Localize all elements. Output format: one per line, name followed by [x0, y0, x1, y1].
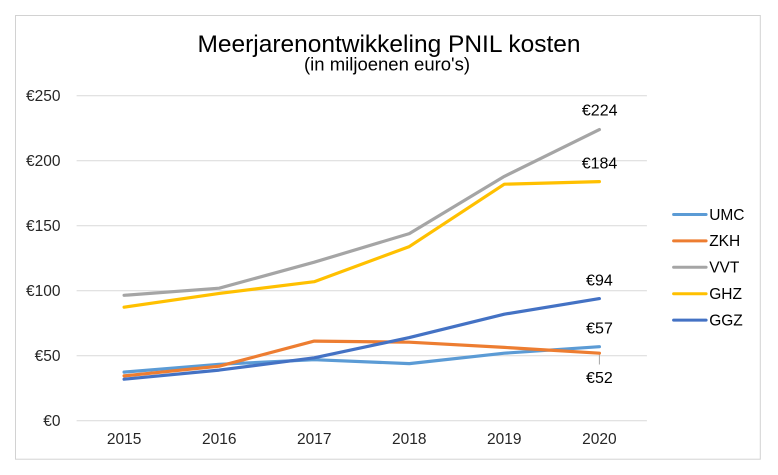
- svg-text:€224: €224: [582, 103, 618, 120]
- svg-text:2016: 2016: [202, 431, 236, 448]
- svg-text:€94: €94: [586, 273, 613, 290]
- svg-text:€0: €0: [43, 413, 61, 430]
- svg-text:€100: €100: [26, 283, 61, 300]
- svg-text:€200: €200: [26, 153, 61, 170]
- svg-text:Meerjarenontwikkeling PNIL kos: Meerjarenontwikkeling PNIL kosten: [197, 31, 580, 58]
- svg-text:€250: €250: [26, 88, 61, 105]
- svg-text:2015: 2015: [107, 431, 141, 448]
- svg-text:€50: €50: [35, 348, 61, 365]
- svg-text:€150: €150: [26, 218, 61, 235]
- svg-text:GGZ: GGZ: [709, 312, 743, 329]
- svg-text:(in miljoenen euro's): (in miljoenen euro's): [304, 54, 470, 75]
- svg-text:€184: €184: [582, 156, 618, 173]
- svg-text:ZKH: ZKH: [709, 233, 740, 250]
- svg-text:2019: 2019: [487, 431, 521, 448]
- svg-text:€52: €52: [586, 370, 613, 387]
- svg-text:VVT: VVT: [709, 260, 740, 277]
- svg-text:2018: 2018: [392, 431, 426, 448]
- svg-text:2017: 2017: [297, 431, 331, 448]
- svg-text:GHZ: GHZ: [709, 286, 742, 303]
- svg-text:UMC: UMC: [709, 207, 744, 224]
- svg-text:2020: 2020: [582, 431, 617, 448]
- svg-text:€57: €57: [586, 320, 613, 337]
